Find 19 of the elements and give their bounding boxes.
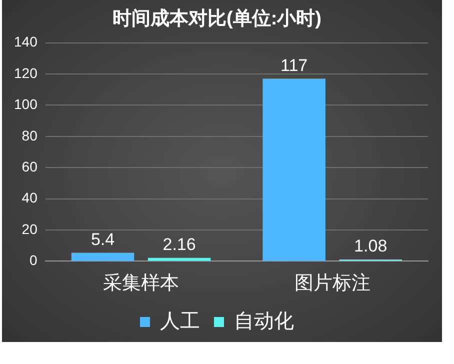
y-tick-label: 80 xyxy=(22,127,38,144)
y-tick-label: 60 xyxy=(22,158,38,174)
y-tick-label: 100 xyxy=(14,96,38,112)
y-tick-label: 40 xyxy=(22,190,38,206)
x-tick-label: 采集样本 xyxy=(103,272,180,294)
x-tick-label: 图片标注 xyxy=(294,272,370,294)
bar xyxy=(262,78,326,261)
y-tick-label: 140 xyxy=(14,34,38,50)
legend-label: 人工 xyxy=(160,310,200,333)
data-label: 117 xyxy=(280,56,308,75)
bar xyxy=(71,252,134,261)
y-tick-label: 20 xyxy=(22,220,38,237)
y-tick-label: 0 xyxy=(30,252,38,268)
data-label: 1.08 xyxy=(354,236,388,256)
chart-title: 时间成本对比(单位:小时) xyxy=(112,8,322,30)
data-label: 2.16 xyxy=(162,235,196,254)
y-tick-label: 120 xyxy=(14,64,38,81)
legend-label: 自动化 xyxy=(234,310,294,333)
data-label: 5.4 xyxy=(90,230,115,249)
